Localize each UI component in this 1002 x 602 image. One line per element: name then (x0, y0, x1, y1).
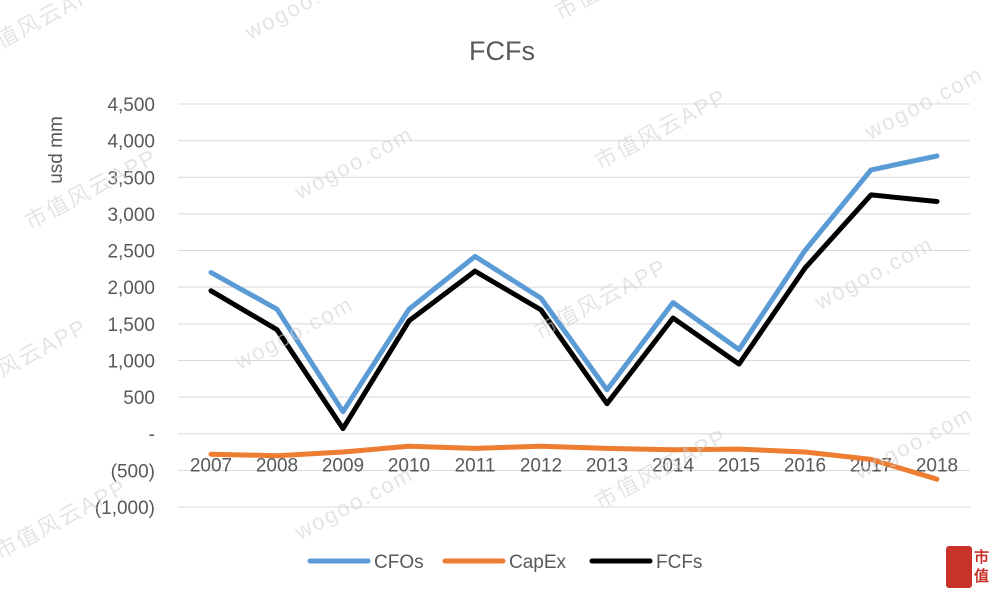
legend-label-cfos: CFOs (374, 552, 424, 573)
x-tick-label: 2010 (388, 456, 430, 477)
x-tick-label: 2012 (520, 456, 562, 477)
series-line-capex (208, 443, 940, 482)
y-tick-label: (1,000) (95, 498, 155, 519)
x-tick-label: 2014 (652, 456, 695, 477)
logo-badge (946, 546, 972, 588)
series-line-cfos (208, 153, 940, 415)
legend-label-fcfs: FCFs (656, 552, 702, 573)
watermark-text: 市值风云APP (591, 84, 732, 175)
y-tick-label: 2,500 (107, 242, 155, 263)
legend-label-capex: CapEx (509, 552, 567, 573)
y-tick-label: 3,000 (107, 205, 155, 226)
x-tick-label: 2015 (718, 456, 760, 477)
y-axis-title: usd mm (46, 116, 67, 184)
y-tick-label: 500 (123, 388, 155, 409)
x-tick-label: 2009 (322, 456, 364, 477)
x-tick-label: 2008 (256, 456, 298, 477)
y-tick-label: (500) (111, 461, 155, 482)
legend: CFOs CapEx FCFs (307, 552, 702, 573)
watermark-text: 市值风云APP (551, 0, 692, 24)
x-tick-label: 2016 (784, 456, 826, 477)
watermark-text: wogoo.com (810, 0, 938, 5)
watermark-text: wogoo.com (240, 0, 368, 45)
series-line-fcfs (208, 192, 940, 432)
watermark-text: wogoo.com (290, 121, 418, 205)
chart-title: FCFs (469, 36, 535, 66)
watermark-text: 市值风云APP (0, 474, 131, 565)
watermark-text: wogoo.com (230, 291, 358, 375)
watermark-text: wogoo.com (860, 61, 988, 145)
x-tick-label: 2018 (916, 456, 958, 477)
x-tick-label: 2011 (455, 456, 496, 477)
logo-text: 市值 (974, 549, 990, 585)
y-tick-label: 1,000 (107, 351, 155, 372)
y-tick-label: - (149, 425, 155, 446)
y-tick-label: 1,500 (107, 315, 155, 336)
x-tick-label: 2007 (190, 456, 232, 477)
watermark-text: 市值风云APP (0, 0, 111, 64)
y-tick-label: 2,000 (107, 278, 155, 299)
x-tick-label: 2013 (586, 456, 628, 477)
y-tick-label: 4,500 (107, 95, 155, 116)
y-tick-label: 3,500 (107, 168, 155, 189)
y-tick-label: 4,000 (107, 132, 155, 153)
watermark-text: 市值风云APP (0, 314, 91, 405)
